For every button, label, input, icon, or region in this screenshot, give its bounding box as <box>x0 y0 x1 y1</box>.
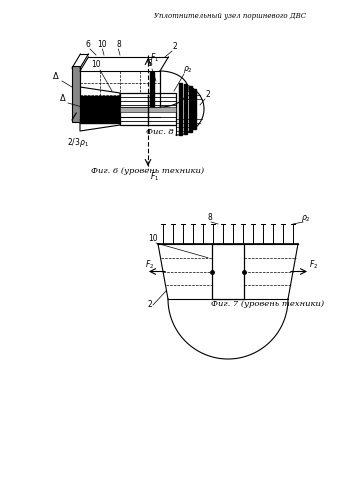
Polygon shape <box>184 84 186 134</box>
Polygon shape <box>192 89 196 129</box>
Text: $\rho_2$: $\rho_2$ <box>301 213 311 224</box>
Text: 8: 8 <box>148 59 152 68</box>
Text: 8: 8 <box>116 40 121 49</box>
Polygon shape <box>80 87 120 131</box>
Text: $2/3\rho_1$: $2/3\rho_1$ <box>67 136 89 149</box>
Text: 10: 10 <box>91 60 101 69</box>
Bar <box>72 66 80 122</box>
Polygon shape <box>189 86 191 132</box>
Text: $F_1$: $F_1$ <box>150 52 159 64</box>
Text: $\rho_2$: $\rho_2$ <box>183 64 193 75</box>
Polygon shape <box>179 83 181 135</box>
Polygon shape <box>80 103 120 106</box>
Text: Фис. 8: Фис. 8 <box>146 128 174 136</box>
Text: 10: 10 <box>148 234 158 243</box>
Polygon shape <box>80 115 120 118</box>
Text: 2: 2 <box>173 42 177 51</box>
Polygon shape <box>80 107 120 110</box>
Bar <box>120 107 176 112</box>
Polygon shape <box>176 83 204 135</box>
Text: $\Delta$: $\Delta$ <box>59 92 67 103</box>
Polygon shape <box>80 95 120 98</box>
Text: 2: 2 <box>206 90 210 99</box>
Text: $F_2$: $F_2$ <box>309 258 319 271</box>
Polygon shape <box>158 244 298 359</box>
Text: $\Delta$: $\Delta$ <box>52 70 60 81</box>
Text: 6: 6 <box>85 40 90 49</box>
Text: Фиг. 6 (уровень техники): Фиг. 6 (уровень техники) <box>91 167 204 175</box>
Polygon shape <box>80 111 120 114</box>
Bar <box>212 244 244 299</box>
Bar <box>120 93 176 125</box>
Polygon shape <box>80 99 120 102</box>
Text: 8: 8 <box>208 213 213 222</box>
Text: Фиг. 7 (уровень техники): Фиг. 7 (уровень техники) <box>211 300 324 308</box>
Text: $F_2$: $F_2$ <box>145 258 155 271</box>
Text: $F_1$: $F_1$ <box>150 170 159 183</box>
Polygon shape <box>160 71 188 107</box>
Text: Уплотнительный узел поршневого ДВС: Уплотнительный узел поршневого ДВС <box>154 12 306 20</box>
Polygon shape <box>150 72 154 106</box>
Polygon shape <box>80 119 120 122</box>
Text: 10: 10 <box>97 40 107 49</box>
Text: 2: 2 <box>148 300 152 309</box>
